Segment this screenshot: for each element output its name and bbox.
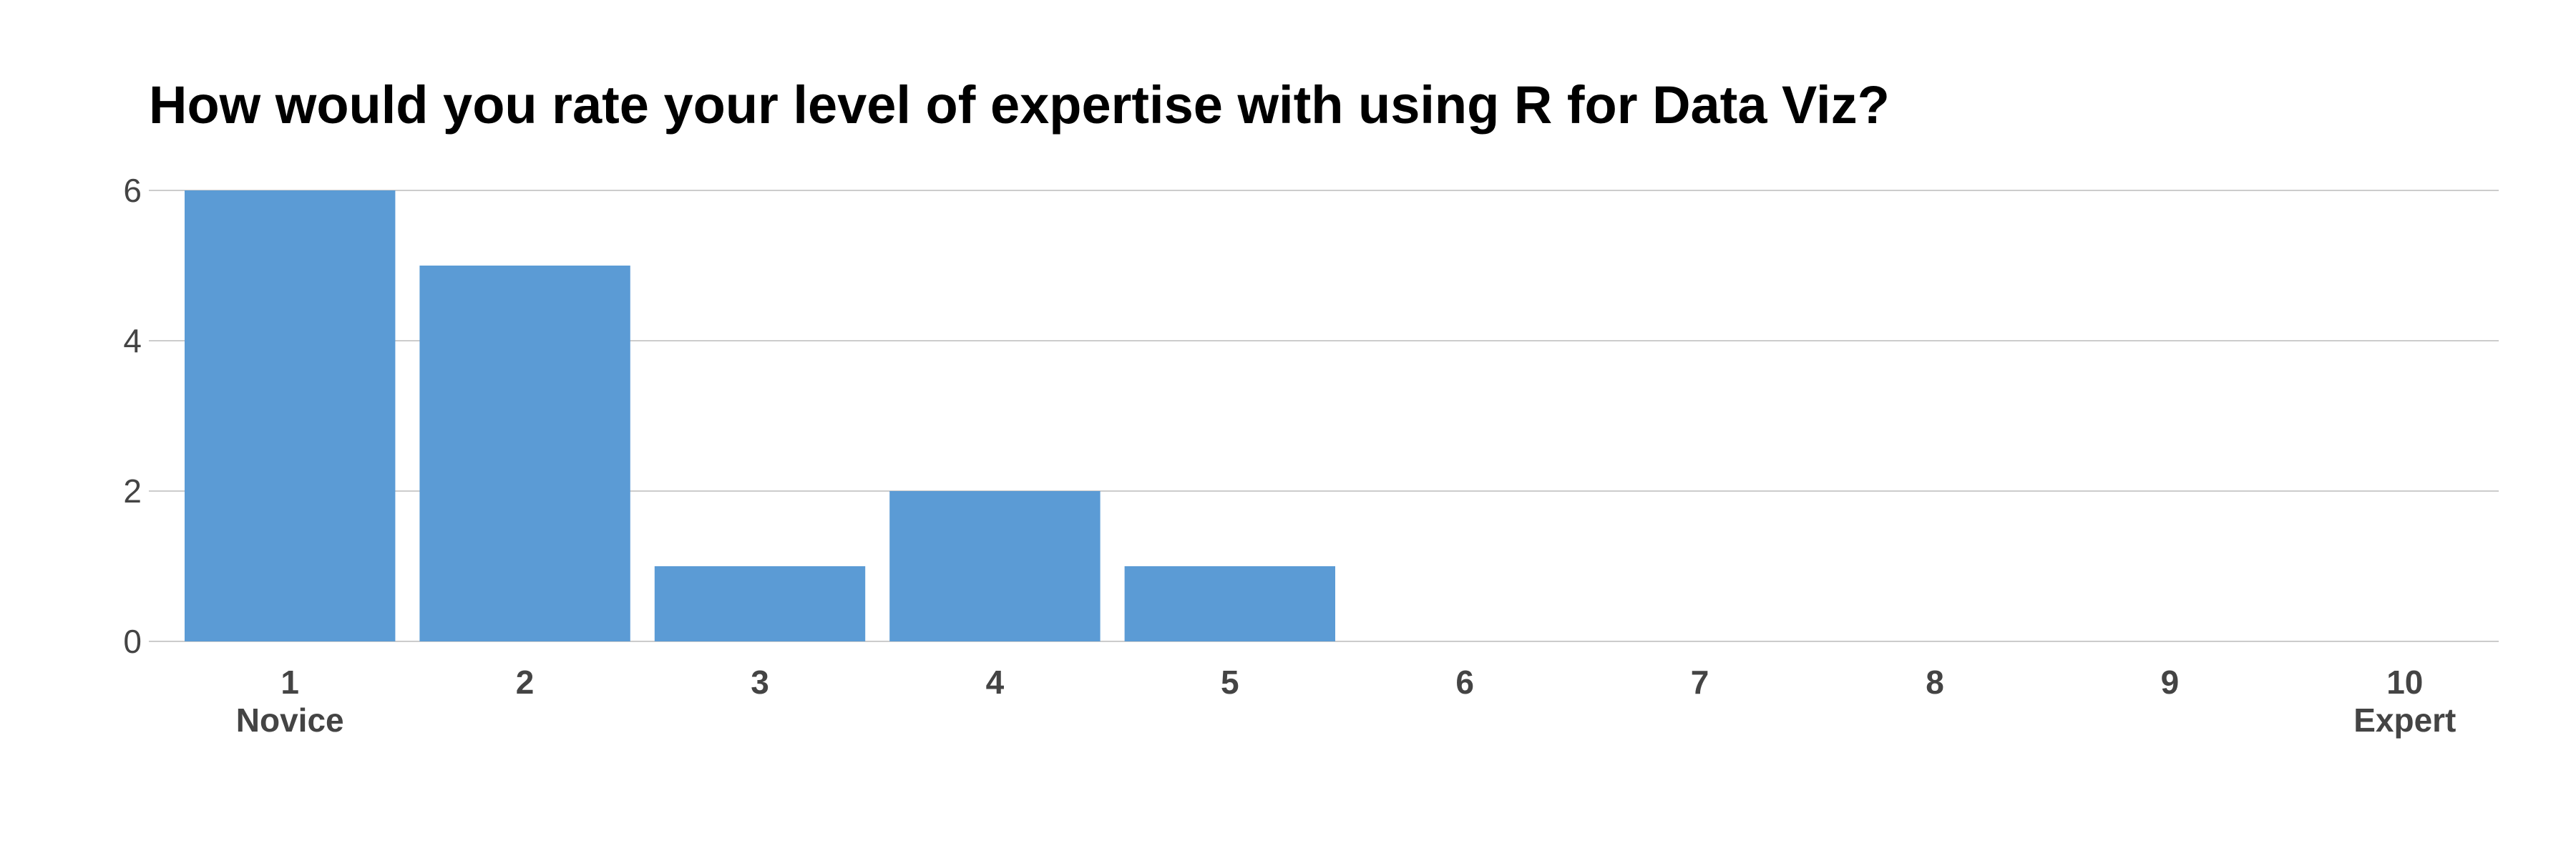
y-tick-label: 4 (123, 322, 142, 359)
x-tick-label: 5 (1221, 664, 1239, 701)
x-tick-label: 3 (751, 664, 769, 701)
x-tick-label: 9 (2161, 664, 2180, 701)
bar-4 (889, 491, 1101, 641)
y-tick-label: 2 (123, 472, 142, 510)
x-tick-label: 2 (516, 664, 535, 701)
bar-1 (185, 190, 396, 641)
chart-title: How would you rate your level of experti… (149, 75, 1890, 135)
bar-3 (654, 566, 866, 641)
x-tick-label: 1 (280, 664, 299, 701)
y-tick-label: 0 (123, 623, 142, 660)
bars (185, 190, 1335, 641)
bar-5 (1124, 566, 1335, 641)
x-tick-label: 6 (1455, 664, 1474, 701)
x-tick-sublabel: Expert (2353, 702, 2456, 739)
x-tick-label: 8 (1926, 664, 1944, 701)
x-tick-label: 7 (1691, 664, 1709, 701)
x-tick-label: 10 (2386, 664, 2423, 701)
x-tick-label: 4 (986, 664, 1005, 701)
y-tick-label: 6 (123, 172, 142, 209)
x-tick-sublabel: Novice (236, 702, 344, 739)
bar-2 (419, 266, 630, 641)
